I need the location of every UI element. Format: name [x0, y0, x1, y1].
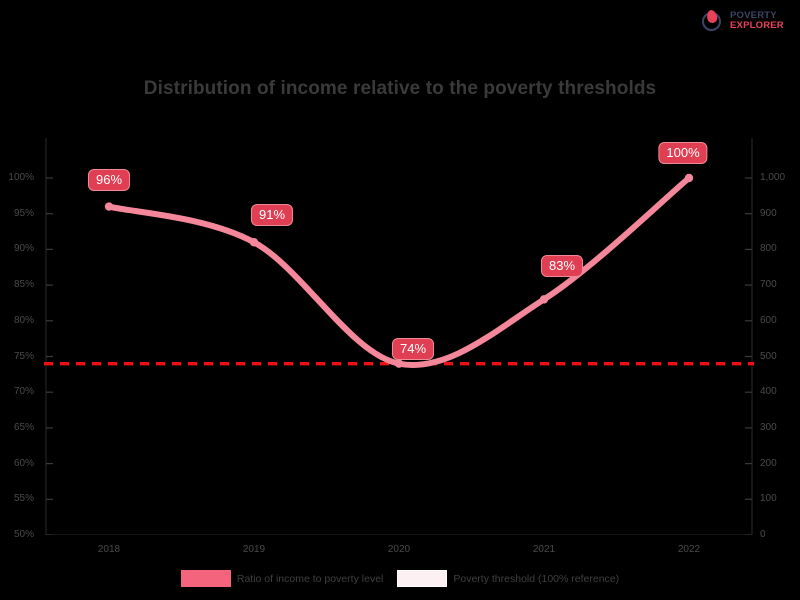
logo-line-2: EXPLORER: [730, 20, 784, 31]
y-axis-right-tick-label: 0: [760, 529, 766, 540]
y-axis-left-tick-label: 65%: [13, 421, 34, 433]
y-axis-left-tick-label: 50%: [13, 529, 34, 540]
y-axis-right-tick-label: 900: [760, 207, 777, 219]
data-point[interactable]: [539, 295, 549, 304]
y-axis-right-tick-label: 100: [760, 493, 777, 505]
legend-label: Poverty threshold (100% reference): [453, 572, 620, 585]
y-axis-right-tick-label: 300: [760, 421, 777, 433]
plot-area: [44, 130, 754, 535]
y-axis-right-tick-label: 1,000: [760, 172, 786, 183]
legend-item[interactable]: Ratio of income to poverty level: [180, 570, 384, 587]
x-axis-tick-label: 2021: [532, 544, 556, 555]
data-label: 74%: [391, 337, 435, 360]
legend-swatch-ref: [397, 570, 448, 587]
x-axis-tick-label: 2022: [677, 544, 701, 555]
brand-logo: POVERTY EXPLORER: [700, 5, 796, 37]
y-axis-right-tick-label: 700: [760, 279, 777, 291]
y-axis-left-tick-label: 70%: [13, 386, 34, 398]
data-point[interactable]: [104, 202, 114, 211]
y-axis-left-tick-label: 100%: [8, 172, 34, 183]
data-label: 83%: [540, 255, 584, 278]
data-point[interactable]: [249, 238, 259, 247]
data-label: 100%: [658, 142, 708, 164]
legend-label: Ratio of income to poverty level: [236, 572, 384, 585]
chart-title: Distribution of income relative to the p…: [143, 78, 657, 99]
y-axis-right-tick-label: 600: [760, 314, 777, 326]
droplet-ring-icon: [700, 8, 726, 34]
chart-legend: Ratio of income to poverty level Poverty …: [0, 570, 800, 587]
y-axis-right-tick-label: 800: [760, 243, 777, 255]
y-axis-right-tick-label: 200: [760, 457, 777, 469]
y-axis-left-tick-label: 90%: [13, 243, 34, 255]
plot-svg: [44, 138, 754, 535]
x-axis-tick-label: 2019: [242, 544, 266, 555]
data-point[interactable]: [684, 173, 694, 183]
legend-item[interactable]: Poverty threshold (100% reference): [397, 570, 619, 587]
legend-swatch-series: [180, 570, 231, 587]
logo-line-1: POVERTY: [730, 10, 777, 22]
y-axis-left-tick-label: 55%: [13, 493, 34, 505]
logo-wordmark: POVERTY EXPLORER: [730, 11, 784, 31]
y-axis-left-tick-label: 80%: [13, 314, 34, 326]
x-axis-tick-label: 2020: [387, 544, 411, 555]
data-label: 96%: [87, 168, 131, 191]
data-label: 91%: [250, 204, 294, 227]
data-point[interactable]: [394, 359, 404, 368]
y-axis-left-tick-label: 60%: [13, 457, 34, 469]
x-axis-tick-label: 2018: [97, 544, 121, 555]
y-axis-right-tick-label: 500: [760, 350, 777, 362]
y-axis-left-tick-label: 85%: [13, 279, 34, 291]
y-axis-right-tick-label: 400: [760, 386, 777, 398]
y-axis-left-tick-label: 95%: [13, 207, 34, 219]
y-axis-left-tick-label: 75%: [13, 350, 34, 362]
